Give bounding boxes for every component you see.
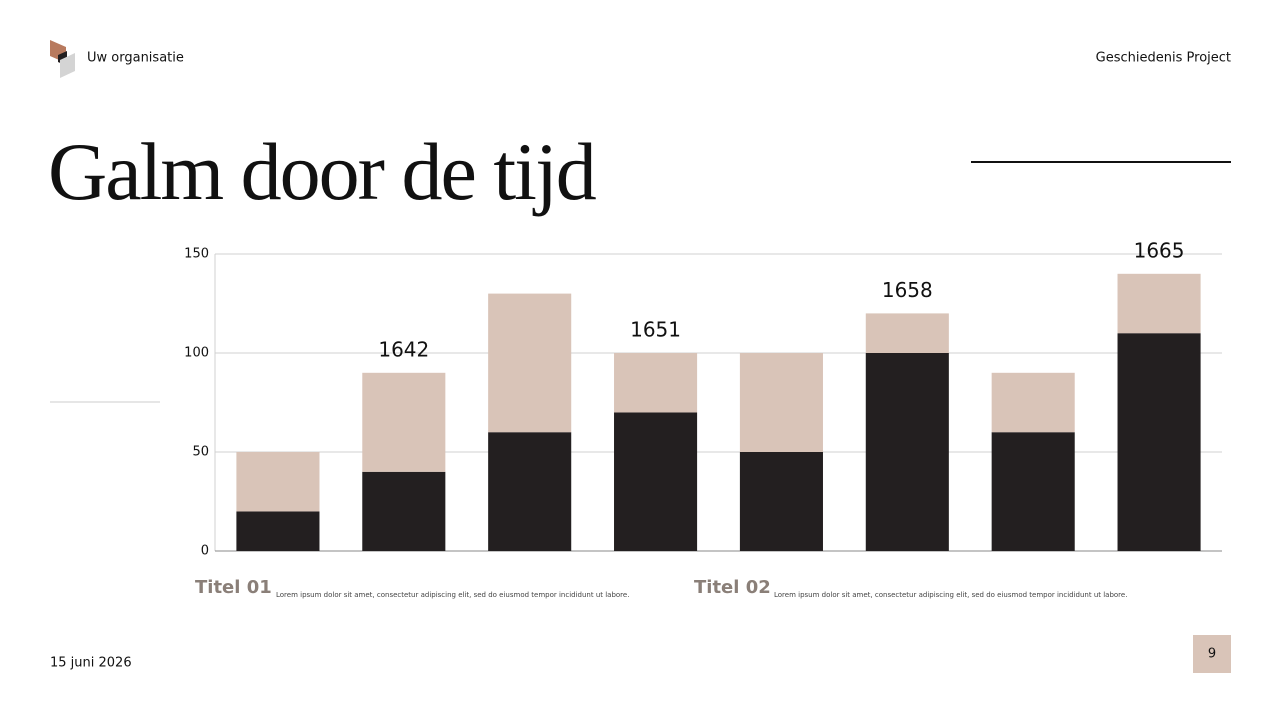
bar-segment [362, 372, 446, 472]
caption-text: Lorem ipsum dolor sit amet, consectetur … [774, 591, 1127, 599]
caption-text: Lorem ipsum dolor sit amet, consectetur … [276, 591, 629, 599]
bar-segment [488, 432, 572, 551]
bar-annotation: 1651 [630, 318, 681, 342]
date: 15 juni 2026 [50, 656, 132, 671]
bar-segment [865, 313, 949, 353]
caption-title: Titel 01 [195, 577, 272, 598]
bar-segment [362, 471, 446, 551]
slide-title: Galm door de tijd [48, 126, 596, 217]
bar-segment [614, 412, 698, 551]
caption-title: Titel 02 [694, 577, 771, 598]
page-badge [1193, 635, 1231, 673]
bar-segment [236, 452, 320, 512]
bar-annotation: 1642 [378, 337, 429, 361]
bar-segment [1117, 333, 1201, 551]
logo [50, 40, 75, 78]
bar-segment [236, 511, 320, 551]
bar-segment [488, 293, 572, 433]
bar-segment [739, 452, 823, 551]
y-tick-label: 0 [201, 544, 209, 559]
bar-annotation: 1665 [1134, 238, 1185, 262]
y-tick-label: 100 [184, 346, 209, 361]
bar-segment [614, 353, 698, 413]
project: Geschiedenis Project [1096, 51, 1231, 66]
bar-segment [1117, 273, 1201, 334]
page-number: 9 [1208, 647, 1216, 662]
bar-annotation: 1658 [882, 278, 933, 302]
bar-segment [739, 353, 823, 452]
bar-segment [991, 432, 1075, 551]
bar-segment [991, 372, 1075, 433]
y-tick-label: 150 [184, 247, 209, 262]
y-tick-label: 50 [192, 445, 209, 460]
bar-segment [865, 353, 949, 551]
organization: Uw organisatie [87, 51, 184, 66]
